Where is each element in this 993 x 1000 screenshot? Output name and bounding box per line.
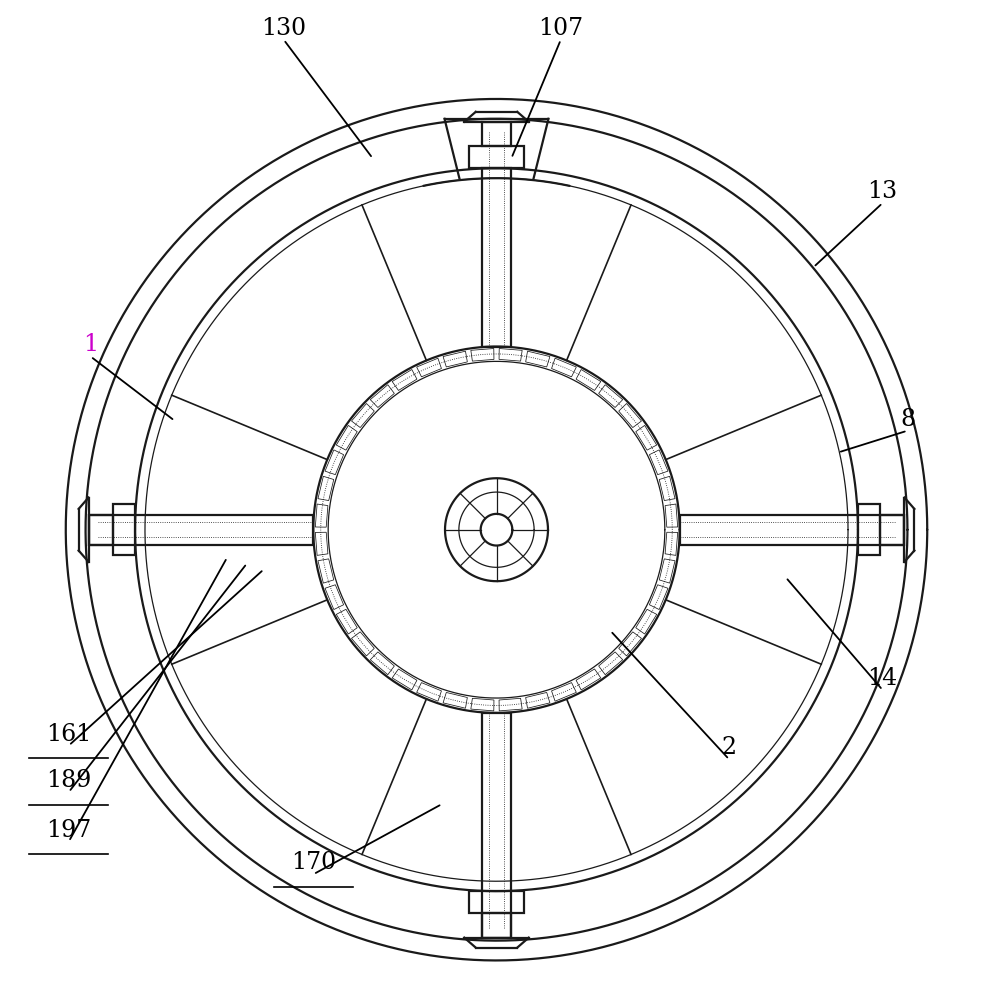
- Bar: [482, 168, 511, 347]
- Text: 107: 107: [538, 17, 584, 40]
- Text: 161: 161: [46, 723, 91, 746]
- Bar: [88, 515, 314, 545]
- Bar: [482, 913, 511, 938]
- Bar: [482, 713, 511, 938]
- Bar: [470, 146, 523, 168]
- Bar: [679, 515, 905, 545]
- Bar: [88, 515, 113, 545]
- Bar: [482, 122, 511, 146]
- Text: 189: 189: [46, 769, 91, 792]
- Bar: [470, 891, 523, 913]
- Text: 170: 170: [291, 851, 336, 874]
- Bar: [880, 515, 905, 545]
- Text: 8: 8: [900, 408, 915, 431]
- Bar: [113, 504, 135, 555]
- Bar: [858, 504, 880, 555]
- Text: 2: 2: [722, 736, 737, 759]
- Text: 130: 130: [261, 17, 306, 40]
- Text: 14: 14: [868, 667, 898, 690]
- Text: 13: 13: [868, 180, 898, 203]
- Text: 197: 197: [46, 819, 91, 842]
- Text: 1: 1: [83, 333, 98, 356]
